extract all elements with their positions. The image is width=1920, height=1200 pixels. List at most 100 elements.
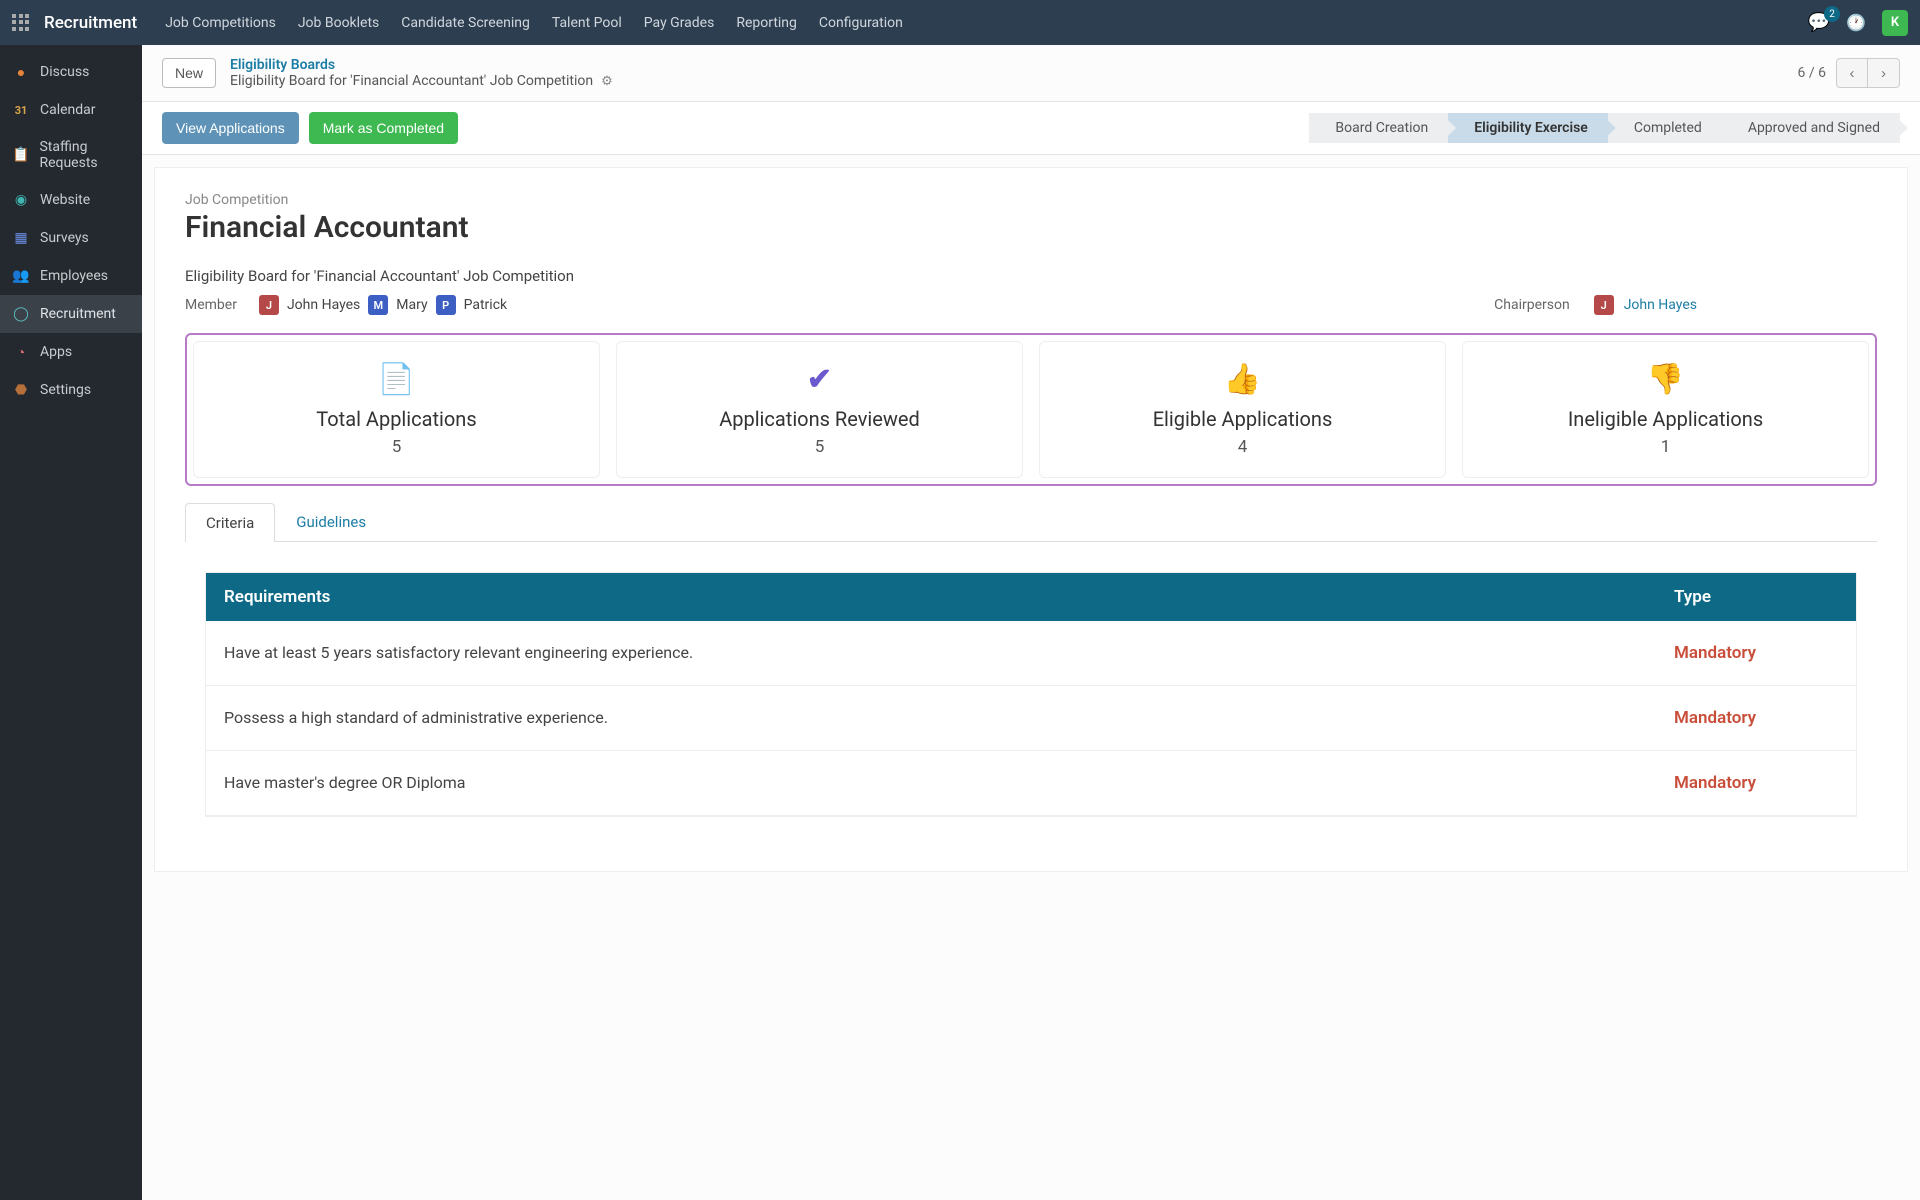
sidebar-item-label: Surveys [40, 230, 89, 246]
requirement-type: Mandatory [1656, 751, 1856, 815]
check-icon: ✔ [627, 362, 1012, 397]
sidebar: ●Discuss 31Calendar 📋Staffing Requests ◉… [0, 45, 142, 1200]
menu-pay-grades[interactable]: Pay Grades [644, 15, 715, 31]
breadcrumb: Eligibility Boards Eligibility Board for… [230, 57, 1798, 89]
sidebar-item-label: Recruitment [40, 306, 116, 322]
user-avatar[interactable]: K [1882, 10, 1908, 36]
gear-icon[interactable]: ⚙ [601, 74, 613, 89]
requirement-text: Have at least 5 years satisfactory relev… [206, 621, 1656, 685]
requirements-table: Requirements Type Have at least 5 years … [205, 572, 1857, 817]
stage-approved-signed[interactable]: Approved and Signed [1722, 113, 1900, 143]
document-icon: 📄 [204, 362, 589, 397]
member-chip[interactable]: P [436, 295, 456, 315]
stat-label: Applications Reviewed [627, 407, 1012, 431]
page-title: Financial Accountant [185, 210, 1877, 245]
top-menu: Job Competitions Job Booklets Candidate … [165, 15, 1807, 31]
breadcrumb-parent[interactable]: Eligibility Boards [230, 57, 1798, 73]
thumbs-up-icon: 👍 [1050, 362, 1435, 397]
sidebar-item-label: Website [40, 192, 90, 208]
pager-next-button[interactable]: › [1868, 58, 1900, 88]
meta-row: Member J John Hayes M Mary P Patrick Cha… [185, 295, 1877, 315]
stat-eligible-applications[interactable]: 👍 Eligible Applications 4 [1039, 341, 1446, 478]
topbar: Recruitment Job Competitions Job Booklet… [0, 0, 1920, 45]
content-card: Job Competition Financial Accountant Eli… [154, 167, 1908, 872]
header-row: New Eligibility Boards Eligibility Board… [142, 45, 1920, 102]
stat-label: Ineligible Applications [1473, 407, 1858, 431]
sidebar-item-staffing-requests[interactable]: 📋Staffing Requests [0, 129, 142, 181]
requirement-row: Have at least 5 years satisfactory relev… [206, 621, 1856, 686]
member-label: Member [185, 297, 237, 313]
sidebar-item-discuss[interactable]: ●Discuss [0, 53, 142, 91]
member-chip[interactable]: J [259, 295, 279, 315]
stat-label: Total Applications [204, 407, 589, 431]
member-name: Mary [396, 297, 427, 313]
apps-grid-icon[interactable] [12, 14, 30, 32]
stage-bar: Board Creation Eligibility Exercise Comp… [1309, 113, 1900, 143]
thumbs-down-icon: 👎 [1473, 362, 1858, 397]
stat-total-applications[interactable]: 📄 Total Applications 5 [193, 341, 600, 478]
menu-configuration[interactable]: Configuration [819, 15, 903, 31]
requirement-type: Mandatory [1656, 686, 1856, 750]
chair-chip[interactable]: J [1594, 295, 1614, 315]
menu-job-booklets[interactable]: Job Booklets [298, 15, 379, 31]
subtitle: Job Competition [185, 192, 1877, 208]
stage-completed[interactable]: Completed [1608, 113, 1722, 143]
pager-prev-button[interactable]: ‹ [1836, 58, 1868, 88]
sidebar-item-employees[interactable]: 👥Employees [0, 257, 142, 295]
new-button[interactable]: New [162, 58, 216, 88]
member-name: John Hayes [287, 297, 360, 313]
sidebar-item-label: Employees [40, 268, 108, 284]
sidebar-item-surveys[interactable]: ▦Surveys [0, 219, 142, 257]
sidebar-item-label: Settings [40, 382, 91, 398]
clock-icon[interactable]: 🕐 [1846, 13, 1866, 32]
header-type: Type [1656, 573, 1856, 621]
sidebar-item-label: Apps [40, 344, 72, 360]
stage-board-creation[interactable]: Board Creation [1309, 113, 1448, 143]
stats-row: 📄 Total Applications 5 ✔ Applications Re… [185, 333, 1877, 486]
chat-icon[interactable]: 💬2 [1808, 12, 1830, 33]
topbar-right: 💬2 🕐 K [1808, 10, 1908, 36]
page-description: Eligibility Board for 'Financial Account… [185, 267, 1877, 285]
view-applications-button[interactable]: View Applications [162, 112, 299, 144]
stat-value: 1 [1473, 437, 1858, 457]
stat-value: 5 [204, 437, 589, 457]
breadcrumb-current: Eligibility Board for 'Financial Account… [230, 73, 593, 89]
requirement-row: Possess a high standard of administrativ… [206, 686, 1856, 751]
tab-criteria[interactable]: Criteria [185, 503, 275, 542]
sidebar-item-settings[interactable]: ⬣Settings [0, 371, 142, 409]
members-section: Member J John Hayes M Mary P Patrick [185, 295, 1494, 315]
member-name: Patrick [464, 297, 508, 313]
pager: 6 / 6 ‹ › [1798, 58, 1900, 88]
chat-badge: 2 [1824, 6, 1840, 22]
chair-name-link[interactable]: John Hayes [1624, 297, 1697, 313]
requirements-header: Requirements Type [206, 573, 1856, 621]
requirement-text: Possess a high standard of administrativ… [206, 686, 1656, 750]
header-requirements: Requirements [206, 573, 1656, 621]
menu-candidate-screening[interactable]: Candidate Screening [401, 15, 530, 31]
sidebar-item-apps[interactable]: ◔Apps [0, 333, 142, 371]
chairperson-section: Chairperson J John Hayes [1494, 295, 1697, 315]
sidebar-item-label: Staffing Requests [39, 139, 130, 171]
stat-ineligible-applications[interactable]: 👎 Ineligible Applications 1 [1462, 341, 1869, 478]
stat-applications-reviewed[interactable]: ✔ Applications Reviewed 5 [616, 341, 1023, 478]
mark-completed-button[interactable]: Mark as Completed [309, 112, 458, 144]
sidebar-item-calendar[interactable]: 31Calendar [0, 91, 142, 129]
brand-title[interactable]: Recruitment [44, 13, 137, 33]
requirement-row: Have master's degree OR Diploma Mandator… [206, 751, 1856, 816]
pager-count: 6 / 6 [1798, 65, 1826, 81]
stat-value: 5 [627, 437, 1012, 457]
requirement-type: Mandatory [1656, 621, 1856, 685]
tab-guidelines[interactable]: Guidelines [275, 502, 387, 541]
menu-talent-pool[interactable]: Talent Pool [552, 15, 622, 31]
sidebar-item-label: Calendar [40, 102, 96, 118]
requirement-text: Have master's degree OR Diploma [206, 751, 1656, 815]
sidebar-item-website[interactable]: ◉Website [0, 181, 142, 219]
sidebar-item-recruitment[interactable]: ◯Recruitment [0, 295, 142, 333]
member-chip[interactable]: M [368, 295, 388, 315]
tabs: Criteria Guidelines [185, 502, 1877, 542]
sidebar-item-label: Discuss [40, 64, 89, 80]
menu-reporting[interactable]: Reporting [736, 15, 797, 31]
stage-eligibility-exercise[interactable]: Eligibility Exercise [1448, 113, 1608, 143]
menu-job-competitions[interactable]: Job Competitions [165, 15, 276, 31]
stat-label: Eligible Applications [1050, 407, 1435, 431]
